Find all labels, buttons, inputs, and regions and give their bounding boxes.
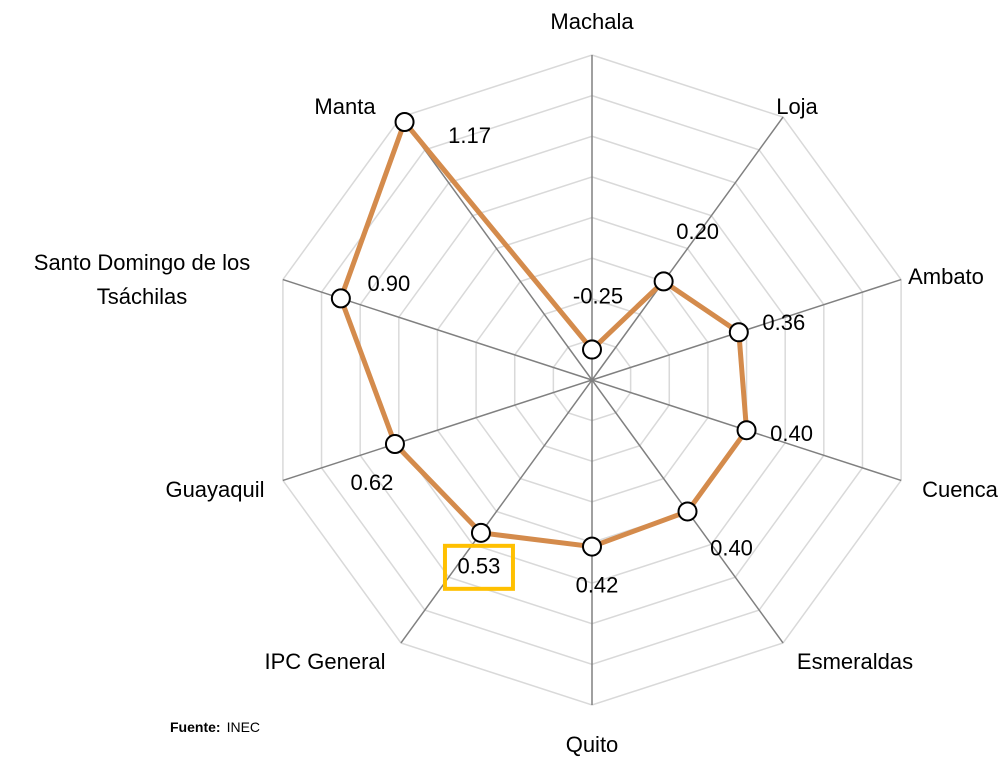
data-label: 0.36 — [762, 310, 805, 335]
data-label: 1.17 — [448, 123, 491, 148]
category-label: Machala — [550, 9, 634, 34]
category-label: Quito — [565, 732, 619, 757]
marker — [394, 111, 415, 132]
data-label: 0.20 — [676, 219, 719, 244]
data-label: 0.62 — [351, 470, 394, 495]
source-label: Fuente: — [170, 719, 221, 735]
marker — [470, 522, 491, 543]
category-label: IPC General — [264, 649, 386, 674]
marker — [728, 322, 749, 343]
category-label: Ambato — [908, 264, 984, 289]
category-label: Loja — [776, 94, 818, 119]
marker — [582, 536, 602, 557]
marker — [582, 339, 602, 360]
spoke — [400, 116, 593, 381]
data-label: 0.40 — [770, 421, 813, 446]
spoke — [400, 379, 593, 644]
spoke — [591, 116, 784, 381]
series-line — [338, 119, 750, 550]
data-label: 0.53 — [458, 554, 501, 579]
category-label: Santo Domingo de los Tsáchilas — [33, 250, 251, 309]
spoke — [282, 379, 593, 482]
category-label: Esmeraldas — [796, 649, 914, 674]
highlight-box — [442, 543, 515, 591]
category-label: Manta — [314, 94, 376, 119]
data-label: 0.90 — [367, 271, 410, 296]
marker — [384, 434, 405, 455]
marker — [653, 271, 674, 292]
category-label: Guayaquil — [165, 477, 265, 502]
data-label: 0.40 — [710, 535, 753, 560]
data-label: 0.42 — [576, 572, 619, 597]
marker — [736, 420, 757, 441]
source: Fuente: INEC — [170, 719, 260, 735]
category-label: Cuenca — [922, 477, 998, 502]
source-text: INEC — [226, 719, 261, 735]
marker — [677, 501, 698, 522]
data-label: -0.25 — [573, 283, 623, 308]
marker — [330, 288, 351, 309]
